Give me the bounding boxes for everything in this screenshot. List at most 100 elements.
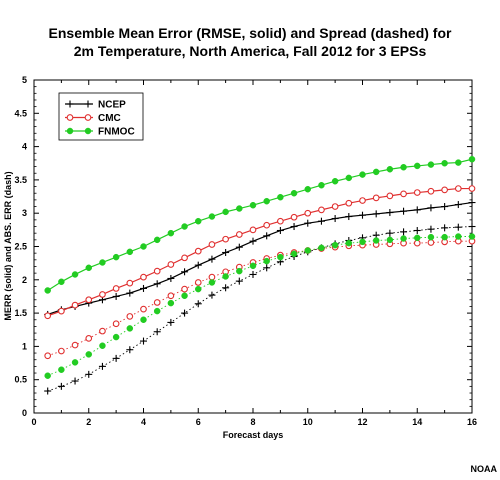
series-ncep-rmse-point [413, 206, 421, 214]
legend-item-fnmoc: FNMOC [65, 127, 135, 138]
series-ncep-rmse-point [263, 232, 271, 240]
series-fnmoc [44, 156, 476, 379]
series-ncep-spread-line [47, 226, 473, 392]
series-fnmoc-spread-point [222, 273, 229, 280]
series-fnmoc-rmse-point [304, 185, 311, 193]
series-fnmoc-spread-point [208, 279, 216, 286]
series-fnmoc-rmse-point [331, 177, 339, 185]
series-cmc [44, 185, 476, 360]
series-cmc-rmse-point [400, 190, 407, 198]
series-ncep-spread-point [194, 300, 202, 308]
series-cmc-rmse-point [194, 247, 202, 255]
series-fnmoc-rmse-point [208, 213, 216, 220]
series-ncep-spread-point [468, 223, 476, 231]
series-fnmoc-spread-point [112, 333, 120, 341]
series-ncep-rmse-point [235, 243, 243, 251]
x-tick-label: 0 [31, 417, 36, 427]
y-tick-label: 3.5 [14, 175, 27, 185]
series-cmc-spread-point [126, 313, 134, 320]
series-cmc-rmse-point [331, 203, 339, 210]
series-fnmoc-rmse-point [318, 181, 325, 189]
series-cmc-rmse-point [140, 273, 147, 281]
series-fnmoc-rmse-point [181, 223, 188, 230]
series-fnmoc-rmse-point [277, 193, 284, 201]
chart-title-line2: 2m Temperature, North America, Fall 2012… [74, 43, 427, 59]
series-fnmoc-spread-point [318, 244, 325, 252]
series-fnmoc-spread-point [290, 250, 298, 258]
series-fnmoc-rmse-point [71, 271, 79, 278]
series-cmc-spread-line [47, 240, 472, 357]
series-ncep-rmse-point [400, 207, 408, 215]
series-cmc-spread-point [85, 335, 93, 342]
series-cmc-rmse-point [318, 206, 325, 214]
series-ncep-spread-point [71, 377, 79, 385]
legend-marker-ncep [84, 100, 92, 108]
legend-marker-cmc [84, 114, 92, 121]
chart-title-line1: Ensemble Mean Error (RMSE, solid) and Sp… [49, 25, 453, 41]
series-cmc-rmse-point [359, 197, 366, 204]
series-ncep-spread-point [181, 309, 189, 317]
series-fnmoc-spread-point [386, 236, 394, 244]
series-ncep-spread-point [112, 354, 120, 362]
series-ncep-rmse-point [222, 248, 230, 256]
y-tick-label: 0.5 [14, 375, 27, 385]
series-ncep-spread-point [454, 223, 462, 231]
series-cmc-spread-point [99, 327, 106, 335]
series-ncep-rmse-point [181, 268, 189, 276]
series-fnmoc-spread-point [249, 262, 257, 270]
series-cmc-rmse-point [372, 194, 380, 202]
series-fnmoc-rmse-point [58, 278, 65, 286]
series-ncep-spread-point [249, 270, 257, 278]
series-ncep-rmse-point [372, 210, 380, 218]
series-fnmoc-spread-point [331, 241, 339, 249]
series-cmc-rmse-point [427, 187, 435, 195]
series-cmc-rmse-point [235, 231, 243, 238]
x-tick-label: 8 [250, 417, 255, 427]
series-cmc-spread-point [71, 341, 79, 349]
series-fnmoc-rmse-point [222, 208, 229, 216]
y-tick-label: 4.5 [14, 108, 27, 118]
series-fnmoc-rmse-point [236, 205, 243, 212]
x-tick-label: 16 [467, 417, 477, 427]
series-cmc-rmse-point [454, 185, 462, 192]
series-fnmoc-spread-point [195, 285, 202, 293]
series-ncep-spread-point [153, 328, 161, 336]
series-ncep-spread-point [44, 387, 52, 395]
series-cmc-rmse-point [167, 261, 175, 268]
series-fnmoc-spread-point [85, 351, 92, 358]
series-fnmoc-rmse-point [400, 163, 407, 171]
x-axis-label: Forecast days [223, 430, 284, 440]
series-cmc-rmse-point [71, 301, 79, 309]
series-fnmoc-spread-line [47, 236, 472, 377]
legend-label-ncep: NCEP [98, 100, 126, 111]
series-fnmoc-spread-point [441, 233, 448, 241]
series-cmc-rmse-point [44, 312, 52, 320]
series-ncep-rmse-point [304, 219, 312, 227]
series-ncep-spread-point [400, 228, 408, 236]
series-ncep-rmse-point [427, 204, 435, 212]
legend-item-ncep: NCEP [65, 100, 126, 111]
series-fnmoc-rmse-point [153, 236, 161, 244]
series-fnmoc-spread-point [277, 253, 284, 261]
series-fnmoc-spread-point [126, 325, 134, 332]
series-ncep-spread-point [208, 291, 216, 299]
credit-text: NOAA [471, 464, 498, 474]
series-fnmoc-rmse-point [249, 201, 257, 209]
series-ncep-spread-point [57, 382, 65, 390]
series-fnmoc-spread-point [263, 257, 270, 265]
series-cmc-spread-point [181, 285, 188, 293]
series-ncep-rmse-point [441, 203, 449, 211]
series-cmc-spread-point [140, 305, 147, 313]
series-ncep-rmse-point [386, 209, 394, 217]
series-ncep-spread-point [85, 370, 93, 378]
series-ncep-rmse-point [249, 237, 257, 245]
series-cmc-spread-point [427, 239, 435, 246]
series-ncep-spread-point [441, 224, 449, 232]
series-fnmoc-spread-point [236, 267, 243, 275]
series-fnmoc-spread-point [58, 366, 65, 373]
series-cmc-rmse-line [47, 187, 472, 317]
series-ncep-rmse-point [345, 213, 353, 221]
series-fnmoc-spread-point [140, 316, 147, 324]
series-fnmoc-spread-point [181, 292, 188, 300]
legend-item-cmc: CMC [65, 113, 121, 124]
